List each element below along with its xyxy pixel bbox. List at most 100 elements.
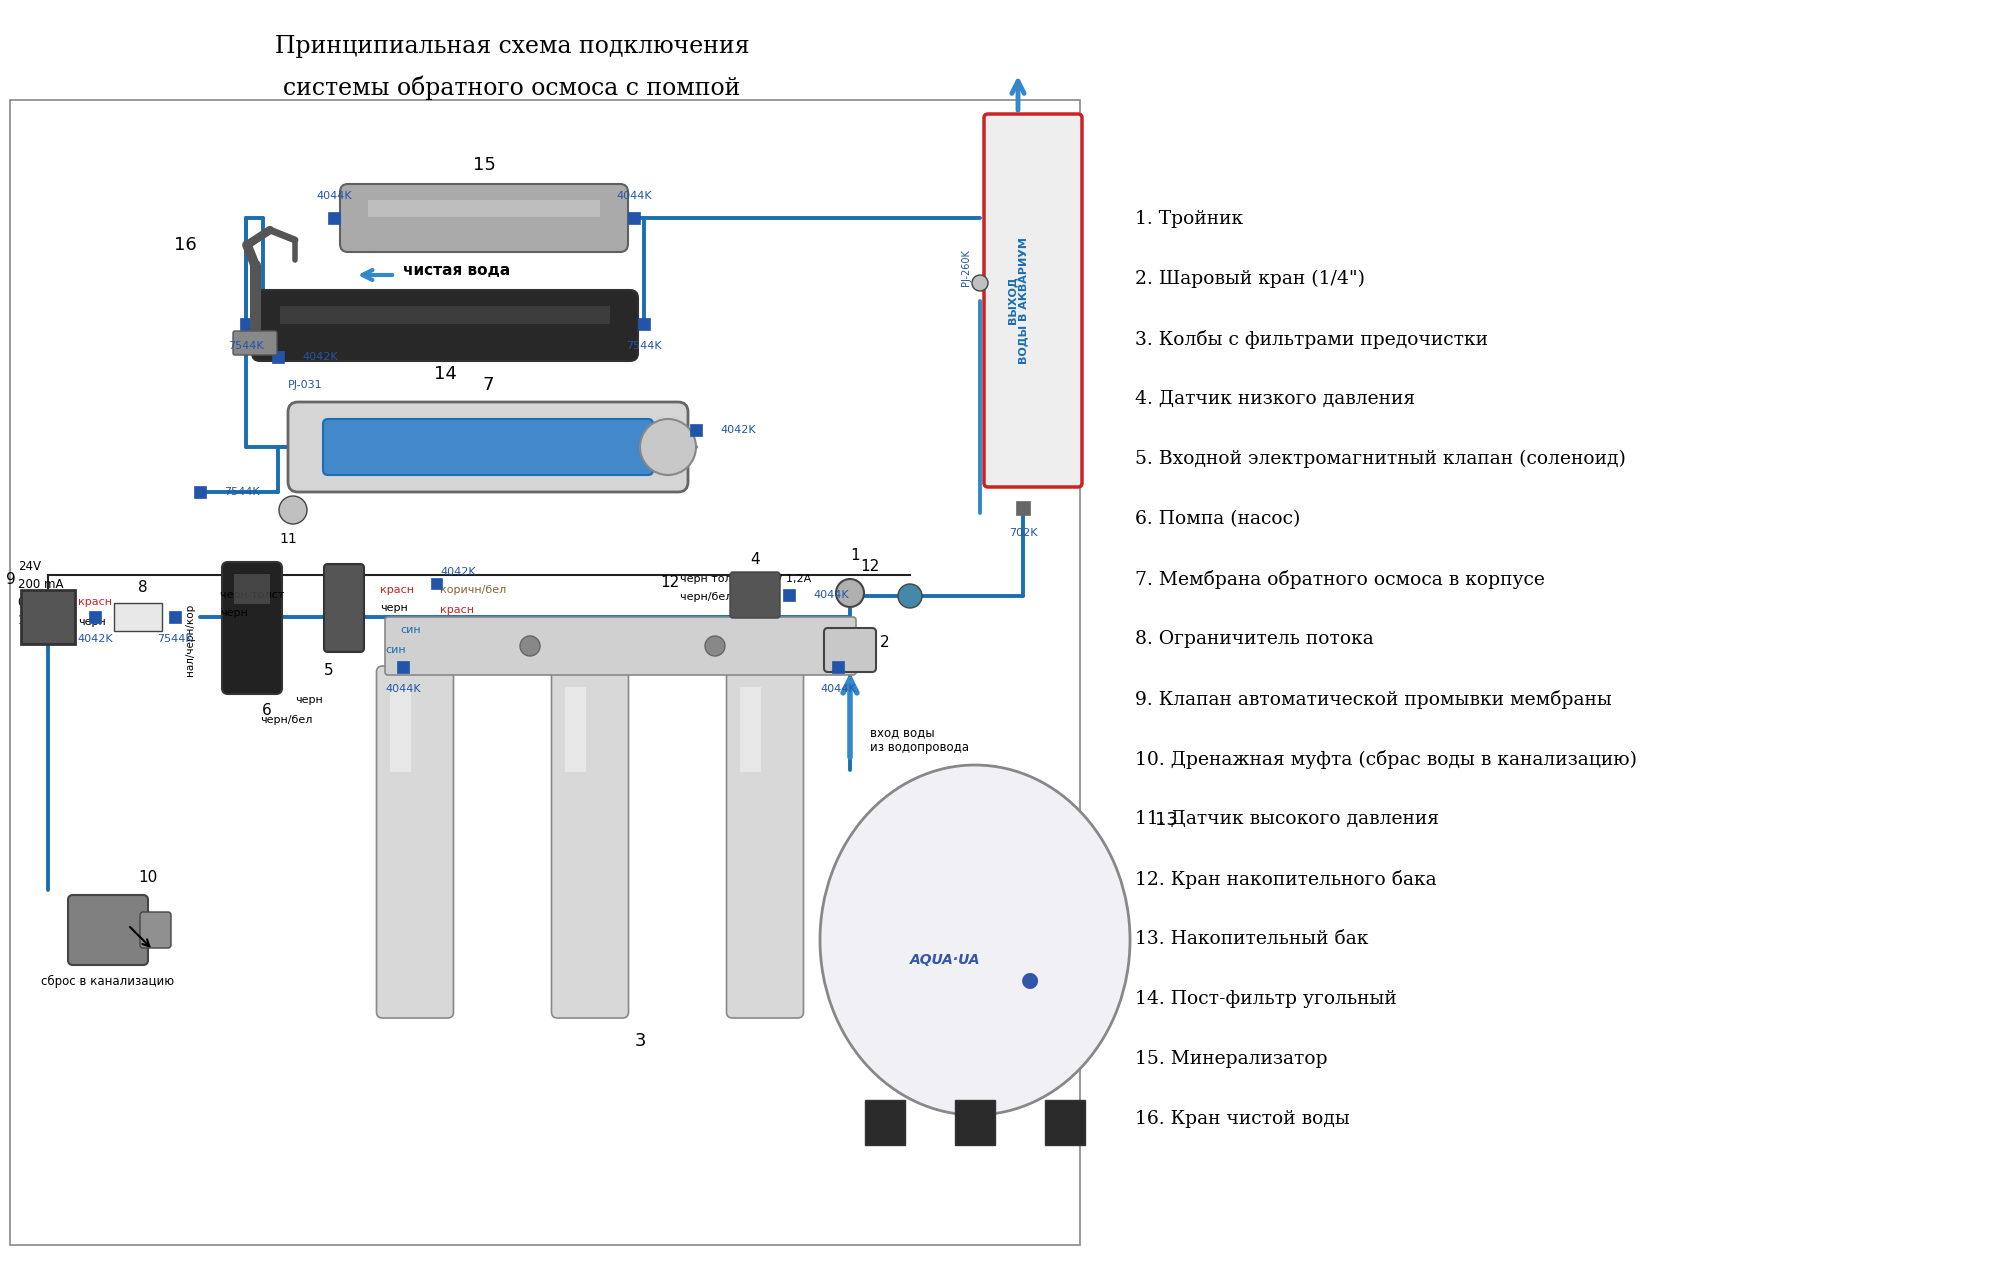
Text: 15. Минерализатор: 15. Минерализатор	[1134, 1050, 1327, 1068]
Text: черн: черн	[78, 617, 106, 627]
Text: 7544K: 7544K	[229, 340, 263, 350]
Text: черн/бел  - 24V: черн/бел - 24V	[680, 592, 769, 602]
Text: 14: 14	[434, 365, 456, 383]
Bar	[955, 1100, 995, 1145]
FancyBboxPatch shape	[140, 913, 171, 948]
Text: 3. Колбы с фильтрами предочистки: 3. Колбы с фильтрами предочистки	[1134, 330, 1487, 349]
Text: 7544K: 7544K	[225, 487, 259, 497]
FancyBboxPatch shape	[323, 418, 652, 475]
Text: 9. Клапан автоматической промывки мембраны: 9. Клапан автоматической промывки мембра…	[1134, 690, 1612, 709]
FancyBboxPatch shape	[823, 628, 875, 672]
Text: ●: ●	[1020, 969, 1038, 990]
Text: 13. Накопительный бак: 13. Накопительный бак	[1134, 930, 1367, 948]
Text: 9: 9	[6, 573, 16, 586]
Bar	[865, 1100, 905, 1145]
Text: сброс в канализацию: сброс в канализацию	[42, 975, 175, 988]
Text: 4. Датчик низкого давления: 4. Датчик низкого давления	[1134, 391, 1415, 408]
Text: нал/черн/кор: нал/черн/кор	[185, 604, 195, 676]
Text: 4044K: 4044K	[616, 191, 652, 201]
Circle shape	[640, 418, 696, 475]
Circle shape	[279, 495, 307, 525]
FancyBboxPatch shape	[68, 895, 149, 964]
Bar	[628, 212, 640, 224]
Text: 4: 4	[751, 552, 759, 568]
Text: 4044K: 4044K	[813, 590, 849, 600]
Circle shape	[520, 636, 540, 656]
Text: 4042K: 4042K	[301, 351, 337, 362]
Text: AQUA·UA: AQUA·UA	[909, 953, 979, 967]
Text: красн: красн	[78, 597, 112, 607]
FancyBboxPatch shape	[287, 402, 688, 492]
FancyBboxPatch shape	[114, 603, 163, 631]
Bar	[389, 688, 411, 772]
Text: черн толст  +24V 1,2A: черн толст +24V 1,2A	[680, 574, 811, 584]
Text: 2. Шаровый кран (1/4"): 2. Шаровый кран (1/4")	[1134, 270, 1365, 288]
Bar	[783, 589, 795, 600]
Text: 7. Мембрана обратного осмоса в корпусе: 7. Мембрана обратного осмоса в корпусе	[1134, 570, 1543, 589]
Text: черн/бел: черн/бел	[259, 715, 313, 726]
Bar	[831, 661, 843, 672]
Text: 7: 7	[482, 375, 494, 394]
Text: 5: 5	[323, 664, 333, 678]
Text: 1: 1	[849, 549, 859, 562]
Circle shape	[897, 584, 921, 608]
Bar	[690, 423, 702, 436]
Text: 8. Ограничитель потока: 8. Ограничитель потока	[1134, 629, 1373, 648]
FancyBboxPatch shape	[983, 114, 1082, 487]
FancyBboxPatch shape	[339, 185, 628, 252]
Circle shape	[971, 276, 987, 291]
Text: красн: красн	[440, 605, 474, 616]
Text: 6: 6	[263, 703, 271, 718]
Text: 12. Кран накопительного бака: 12. Кран накопительного бака	[1134, 870, 1435, 889]
FancyBboxPatch shape	[552, 666, 628, 1018]
Text: 7544K: 7544K	[626, 340, 662, 350]
Circle shape	[835, 579, 863, 607]
Text: черн: черн	[295, 695, 323, 705]
Text: 11: 11	[279, 532, 297, 546]
Text: 6. Помпа (насос): 6. Помпа (насос)	[1134, 509, 1301, 528]
Text: 702K: 702K	[1008, 528, 1038, 538]
Text: 7544K: 7544K	[157, 633, 193, 643]
Text: 16: 16	[173, 236, 197, 254]
Bar	[195, 485, 207, 498]
Text: 3: 3	[634, 1031, 646, 1050]
Bar	[235, 574, 269, 604]
Bar	[169, 611, 181, 623]
Text: 5. Входной электромагнитный клапан (соленоид): 5. Входной электромагнитный клапан (соле…	[1134, 450, 1626, 468]
Text: 2: 2	[879, 635, 889, 650]
Ellipse shape	[819, 765, 1130, 1115]
Text: коричн/бел: коричн/бел	[440, 585, 506, 595]
Text: 4044K: 4044K	[819, 684, 855, 694]
Bar	[367, 200, 600, 217]
Bar	[1016, 501, 1030, 514]
Text: Принципиальная схема подключения: Принципиальная схема подключения	[275, 35, 749, 58]
Bar	[566, 688, 586, 772]
Text: 12: 12	[859, 559, 879, 574]
Text: 10. Дренажная муфта (сбрас воды в канализацию): 10. Дренажная муфта (сбрас воды в канали…	[1134, 750, 1636, 769]
Text: 15: 15	[472, 155, 496, 174]
Bar	[271, 351, 283, 363]
Text: 4042K: 4042K	[76, 633, 112, 643]
FancyBboxPatch shape	[727, 666, 803, 1018]
Text: син: син	[399, 624, 419, 635]
Text: 4044K: 4044K	[315, 191, 351, 201]
Text: 1. Тройник: 1. Тройник	[1134, 210, 1242, 228]
Text: PJ-260K: PJ-260K	[961, 249, 971, 287]
Text: 11. Датчик высокого давления: 11. Датчик высокого давления	[1134, 810, 1439, 828]
Bar	[741, 688, 761, 772]
Bar	[432, 578, 442, 589]
Bar	[10, 100, 1080, 1245]
Bar	[279, 306, 610, 324]
Text: 14. Пост-фильтр угольный: 14. Пост-фильтр угольный	[1134, 990, 1397, 1007]
FancyBboxPatch shape	[233, 331, 277, 355]
Text: син: син	[385, 645, 405, 655]
Text: черн: черн	[221, 608, 247, 618]
Circle shape	[704, 636, 725, 656]
Text: черн: черн	[379, 603, 407, 613]
FancyBboxPatch shape	[731, 573, 779, 618]
Text: 8: 8	[138, 580, 149, 595]
Text: вход воды
из водопровода: вход воды из водопровода	[869, 726, 969, 755]
Text: 4042K: 4042K	[721, 425, 755, 435]
Text: черн толст: черн толст	[221, 590, 285, 600]
Text: чистая вода: чистая вода	[403, 263, 510, 278]
